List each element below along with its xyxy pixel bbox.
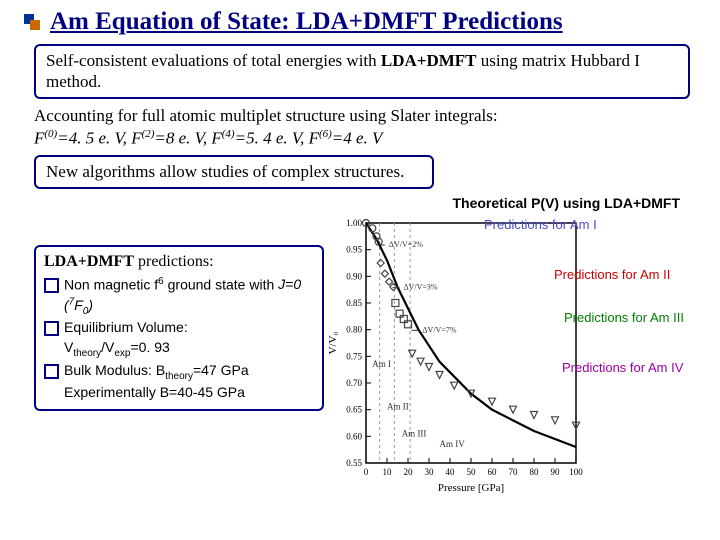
svg-text:80: 80 bbox=[530, 467, 540, 477]
slater-block: Accounting for full atomic multiplet str… bbox=[34, 105, 690, 150]
slater-line: Accounting for full atomic multiplet str… bbox=[34, 105, 690, 127]
pred-item-4: Experimentally B=40-45 GPa bbox=[44, 383, 314, 403]
pred-head-b: predictions: bbox=[134, 253, 214, 270]
svg-text:V/V₀: V/V₀ bbox=[327, 331, 339, 354]
ann-am1: Predictions for Am I bbox=[484, 217, 597, 232]
F6-v: =4 e. V bbox=[332, 128, 383, 147]
p2s1: theory bbox=[73, 348, 101, 359]
predictions-list: Non magnetic f6 ground state with J=0 (7… bbox=[44, 275, 314, 403]
pred-item-3: Bulk Modulus: Btheory=47 GPa bbox=[44, 361, 314, 384]
svg-text:0.90: 0.90 bbox=[346, 271, 362, 281]
svg-text:70: 70 bbox=[509, 467, 519, 477]
p3b: =47 GPa bbox=[193, 362, 249, 378]
svg-text:ΔV/V=2%: ΔV/V=2% bbox=[389, 240, 423, 249]
ann-am2: Predictions for Am II bbox=[554, 267, 670, 282]
svg-text:0.60: 0.60 bbox=[346, 431, 362, 441]
p2c: /V bbox=[101, 339, 114, 355]
svg-text:0.85: 0.85 bbox=[346, 298, 362, 308]
svg-text:ΔV/V=3%: ΔV/V=3% bbox=[404, 282, 438, 291]
svg-text:0: 0 bbox=[364, 467, 369, 477]
svg-text:ΔV/V=7%: ΔV/V=7% bbox=[422, 325, 456, 334]
chart-caption: Theoretical P(V) using LDA+DMFT bbox=[24, 195, 680, 211]
F0-sup: (0) bbox=[44, 128, 57, 140]
svg-text:100: 100 bbox=[569, 467, 583, 477]
pv-chart: 0 10 20 30 40 50 60 70 80 90 100 0.55 0.60 0.65 0.70 0.… bbox=[324, 215, 584, 495]
svg-text:10: 10 bbox=[383, 467, 393, 477]
F4-l: F bbox=[211, 128, 221, 147]
box-new-algorithms: New algorithms allow studies of complex … bbox=[34, 155, 434, 188]
svg-text:Am II: Am II bbox=[387, 401, 409, 411]
p2b: V bbox=[64, 339, 73, 355]
box-self-consistent: Self-consistent evaluations of total ene… bbox=[34, 44, 690, 99]
svg-text:0.80: 0.80 bbox=[346, 324, 362, 334]
svg-text:20: 20 bbox=[404, 467, 414, 477]
svg-text:Am I: Am I bbox=[372, 359, 391, 369]
svg-text:1.00: 1.00 bbox=[346, 218, 362, 228]
p1d: F bbox=[74, 297, 83, 313]
svg-text:0.55: 0.55 bbox=[346, 458, 362, 468]
ann-am3: Predictions for Am III bbox=[564, 310, 684, 325]
p3a: Bulk Modulus: B bbox=[64, 362, 165, 378]
svg-text:Am IV: Am IV bbox=[440, 439, 466, 449]
p2a: Equilibrium Volume: bbox=[64, 319, 188, 335]
p2s2: exp bbox=[114, 348, 130, 359]
svg-text:50: 50 bbox=[467, 467, 477, 477]
box1-text-b: LDA+DMFT bbox=[381, 51, 477, 70]
pred-item-1: Non magnetic f6 ground state with J=0 (7… bbox=[44, 275, 314, 319]
F2-l: F bbox=[131, 128, 141, 147]
chart-area: 0 10 20 30 40 50 60 70 80 90 100 0.55 0.60 0.65 0.70 0.… bbox=[324, 215, 714, 515]
svg-text:Am III: Am III bbox=[402, 428, 427, 438]
svg-text:40: 40 bbox=[446, 467, 456, 477]
pred-head-a: LDA+DMFT bbox=[44, 253, 134, 270]
F2-sup: (2) bbox=[142, 128, 155, 140]
predictions-heading: LDA+DMFT predictions: bbox=[44, 253, 314, 271]
F2-v: =8 e. V, bbox=[154, 128, 211, 147]
p1a: Non magnetic f bbox=[64, 276, 158, 292]
p2d: =0. 93 bbox=[131, 339, 170, 355]
title-bullet-icon bbox=[24, 14, 40, 30]
F0-l: F bbox=[34, 128, 44, 147]
svg-text:0.95: 0.95 bbox=[346, 244, 362, 254]
svg-text:0.75: 0.75 bbox=[346, 351, 362, 361]
svg-text:30: 30 bbox=[425, 467, 435, 477]
ann-am4: Predictions for Am IV bbox=[562, 360, 683, 375]
pred-item-2: Equilibrium Volume: Vtheory/Vexp=0. 93 bbox=[44, 318, 314, 360]
svg-text:60: 60 bbox=[488, 467, 498, 477]
F0-v: =4. 5 e. V, bbox=[57, 128, 131, 147]
p1e: ) bbox=[88, 297, 93, 313]
svg-text:Pressure [GPa]: Pressure [GPa] bbox=[438, 482, 504, 494]
title-row: Am Equation of State: LDA+DMFT Predictio… bbox=[24, 8, 700, 36]
F4-v: =5. 4 e. V, bbox=[235, 128, 309, 147]
F6-l: F bbox=[309, 128, 319, 147]
svg-text:0.70: 0.70 bbox=[346, 378, 362, 388]
svg-text:0.65: 0.65 bbox=[346, 404, 362, 414]
svg-text:90: 90 bbox=[551, 467, 561, 477]
slide-title: Am Equation of State: LDA+DMFT Predictio… bbox=[50, 8, 563, 36]
slater-values: F(0)=4. 5 e. V, F(2)=8 e. V, F(4)=5. 4 e… bbox=[34, 127, 690, 150]
F4-sup: (4) bbox=[222, 128, 235, 140]
F6-sup: (6) bbox=[319, 128, 332, 140]
predictions-box: LDA+DMFT predictions: Non magnetic f6 gr… bbox=[34, 245, 324, 411]
p3s: theory bbox=[165, 370, 193, 381]
box1-text-a: Self-consistent evaluations of total ene… bbox=[46, 51, 381, 70]
p1b: ground state with bbox=[164, 276, 278, 292]
